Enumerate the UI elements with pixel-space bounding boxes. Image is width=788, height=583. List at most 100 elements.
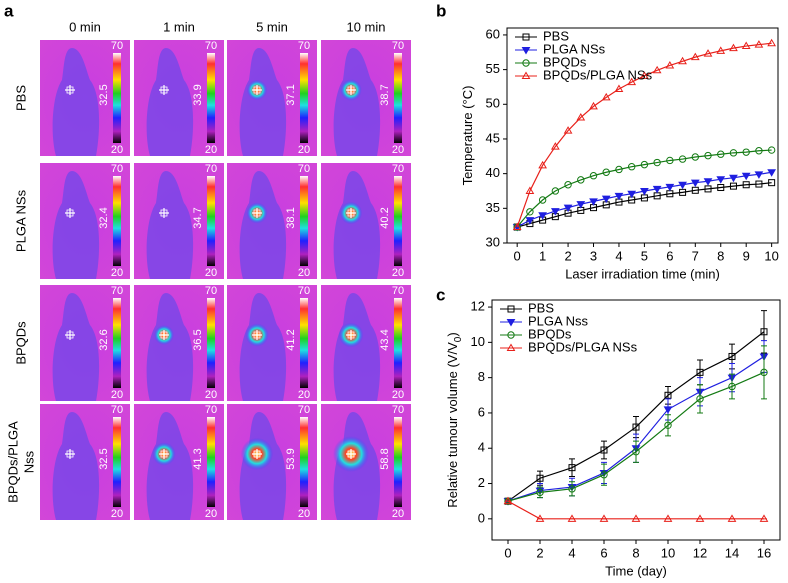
y-tick-label: 40	[486, 165, 500, 180]
x-tick-label: 9	[743, 248, 750, 263]
colorbar-max: 70	[205, 285, 217, 297]
colorbar	[207, 298, 215, 388]
marker	[703, 178, 713, 186]
colorbar-min: 20	[111, 267, 123, 279]
spot-temperature: 37.1	[285, 84, 297, 105]
x-tick-label: 10	[661, 545, 675, 560]
marker	[576, 112, 586, 121]
spot-temperature: 32.6	[98, 329, 110, 350]
spot-temperature: 38.1	[285, 207, 297, 228]
crosshair-box	[160, 209, 168, 217]
colorbar-min: 20	[111, 508, 123, 520]
marker	[695, 514, 705, 522]
column-header: 5 min	[256, 19, 288, 34]
thermal-image: 70 20 32.4	[40, 163, 130, 279]
crosshair-box	[160, 86, 168, 94]
marker	[729, 182, 737, 190]
x-tick-label: 4	[615, 248, 622, 263]
y-axis-label-end: )	[445, 332, 460, 336]
marker	[767, 146, 776, 154]
y-tick-label: 35	[486, 200, 500, 215]
marker	[767, 38, 777, 47]
colorbar	[207, 53, 215, 143]
spot-temperature: 58.8	[379, 448, 391, 469]
legend-marker	[507, 305, 515, 313]
mouse-silhouette	[146, 293, 194, 401]
crosshair-box	[66, 450, 74, 458]
marker	[704, 151, 712, 160]
x-tick-label: 6	[666, 248, 673, 263]
mouse-silhouette	[52, 48, 100, 156]
x-tick-label: 8	[632, 545, 639, 560]
thermal-image: 70 20 37.1	[227, 40, 317, 156]
crosshair-box	[253, 86, 261, 94]
column-header: 10 min	[346, 19, 385, 34]
marker	[536, 474, 544, 482]
spot-temperature: 32.4	[98, 207, 110, 228]
legend-label: BPQDs	[543, 54, 587, 69]
error-bar	[761, 345, 767, 400]
marker	[589, 172, 598, 180]
marker	[653, 158, 661, 167]
marker	[760, 368, 768, 377]
x-axis-label: Laser irradiation time (min)	[565, 266, 720, 281]
colorbar-max: 70	[392, 285, 404, 297]
spot-temperature: 34.7	[192, 207, 204, 228]
marker	[568, 464, 576, 472]
column-header: 1 min	[163, 19, 195, 34]
marker	[717, 184, 725, 192]
mouse-silhouette	[146, 48, 194, 156]
spot-temperature: 53.9	[285, 448, 297, 469]
row-label: BPQDs	[13, 321, 28, 365]
thermal-image: 70 20 58.8	[321, 404, 411, 520]
marker	[589, 198, 598, 206]
colorbar-max: 70	[205, 404, 217, 416]
crosshair-box	[347, 450, 355, 458]
colorbar-max: 70	[298, 163, 310, 175]
x-tick-label: 5	[641, 248, 648, 263]
marker	[690, 52, 700, 61]
error-bar	[633, 440, 639, 463]
y-tick-label: 6	[478, 404, 485, 419]
thermal-image: 70 20 38.7	[321, 40, 411, 156]
x-tick-label: 1	[539, 248, 546, 263]
crosshair-box	[347, 331, 355, 339]
y-axis-label-sub: 0	[453, 336, 464, 342]
legend-label: PBS	[543, 28, 569, 43]
thermal-image: 70 20 53.9	[227, 404, 317, 520]
column-header: 0 min	[69, 19, 101, 34]
crosshair-box	[160, 331, 168, 339]
panel-label: c	[436, 285, 445, 304]
colorbar-min: 20	[111, 389, 123, 401]
spot-temperature: 36.5	[192, 329, 204, 350]
marker	[640, 187, 649, 196]
colorbar-max: 70	[205, 163, 217, 175]
colorbar-max: 70	[298, 404, 310, 416]
error-bar	[569, 481, 575, 497]
legend-marker	[507, 331, 515, 339]
colorbar	[300, 176, 308, 266]
marker	[632, 423, 640, 431]
colorbar	[113, 53, 121, 143]
marker	[767, 169, 777, 177]
mouse-silhouette	[239, 48, 287, 156]
row-label: PBS	[13, 85, 28, 111]
marker	[538, 160, 547, 169]
axes-frame	[506, 27, 779, 244]
colorbar	[300, 417, 308, 507]
colorbar-max: 70	[298, 40, 310, 52]
colorbar	[113, 417, 121, 507]
marker	[614, 192, 624, 201]
marker	[727, 514, 737, 522]
thermal-image: 70 20 33.9	[134, 40, 224, 156]
colorbar	[113, 298, 121, 388]
mouse-silhouette	[239, 171, 287, 279]
colorbar-min: 20	[298, 267, 310, 279]
marker	[679, 188, 687, 196]
legend-marker	[506, 319, 516, 327]
marker	[741, 172, 751, 181]
marker	[631, 514, 641, 522]
marker	[663, 406, 673, 414]
spot-temperature: 41.3	[192, 448, 204, 469]
